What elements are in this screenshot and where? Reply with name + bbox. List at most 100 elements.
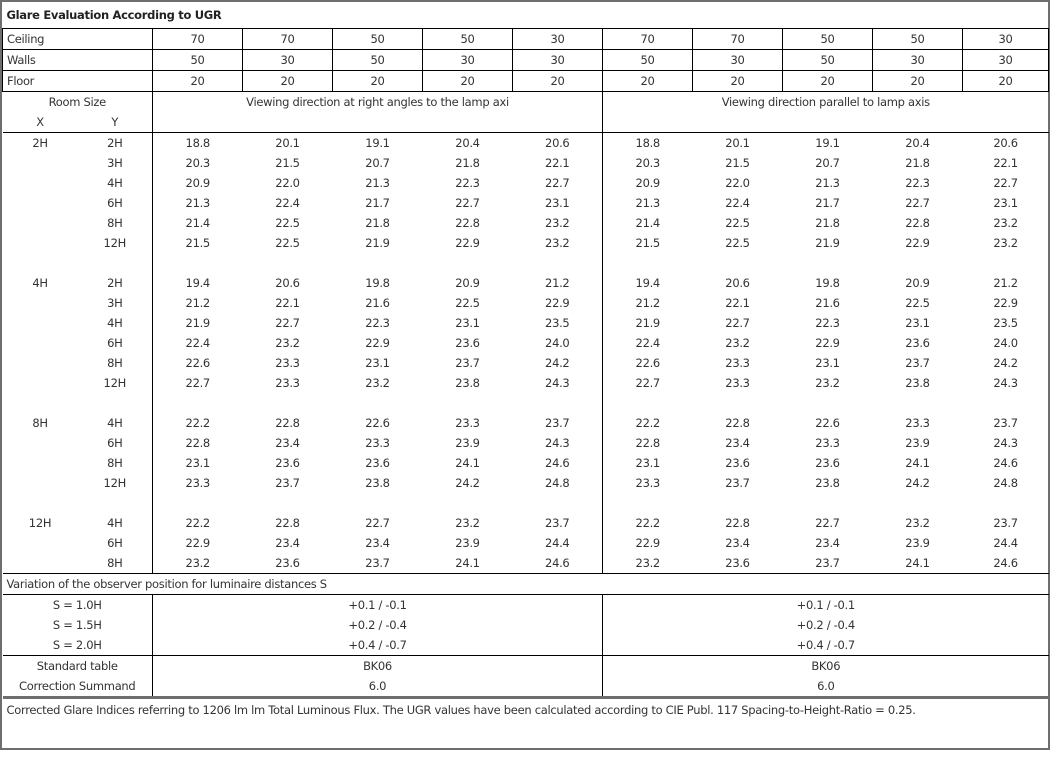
ugr-value: 20.9 xyxy=(603,173,693,193)
ugr-value: 23.8 xyxy=(423,373,513,393)
ugr-value: 22.0 xyxy=(693,173,783,193)
ugr-value: 22.2 xyxy=(603,413,693,433)
reflectance-value: 50 xyxy=(423,29,513,50)
variation-spacing: S = 1.5H xyxy=(3,615,153,635)
ugr-value: 23.1 xyxy=(783,353,873,373)
ugr-value: 22.9 xyxy=(603,533,693,553)
room-y: 4H xyxy=(78,173,153,193)
spacer xyxy=(603,253,1049,273)
reflectance-value: 50 xyxy=(333,50,423,71)
ugr-value: 23.9 xyxy=(873,433,963,453)
room-y: 6H xyxy=(78,433,153,453)
ugr-value: 23.8 xyxy=(783,473,873,493)
x-label: X xyxy=(3,112,78,133)
ugr-value: 24.6 xyxy=(513,553,603,574)
variation-label: Variation of the observer position for l… xyxy=(3,574,1049,595)
ugr-value: 23.2 xyxy=(513,213,603,233)
ugr-value: 23.2 xyxy=(513,233,603,253)
ugr-value: 20.4 xyxy=(873,133,963,154)
reflectance-value: 70 xyxy=(243,29,333,50)
ugr-value: 22.8 xyxy=(423,213,513,233)
ugr-value: 22.3 xyxy=(423,173,513,193)
ugr-value: 23.9 xyxy=(423,433,513,453)
ugr-value: 23.7 xyxy=(693,473,783,493)
ugr-value: 23.1 xyxy=(963,193,1049,213)
reflectance-value: 20 xyxy=(873,71,963,92)
reflectance-value: 70 xyxy=(153,29,243,50)
room-y: 4H xyxy=(78,413,153,433)
ugr-value: 24.6 xyxy=(963,453,1049,473)
ugr-value: 23.2 xyxy=(423,513,513,533)
room-y: 4H xyxy=(78,313,153,333)
ugr-value: 24.4 xyxy=(963,533,1049,553)
standard-parallel: 6.0 xyxy=(603,676,1049,698)
ugr-value: 24.2 xyxy=(513,353,603,373)
reflectance-value: 70 xyxy=(603,29,693,50)
ugr-value: 20.6 xyxy=(693,273,783,293)
ugr-value: 20.6 xyxy=(513,133,603,154)
ugr-value: 23.3 xyxy=(873,413,963,433)
ugr-value: 23.1 xyxy=(513,193,603,213)
ugr-value: 23.4 xyxy=(333,533,423,553)
room-y: 2H xyxy=(78,133,153,154)
ugr-value: 21.3 xyxy=(783,173,873,193)
ugr-value: 22.8 xyxy=(603,433,693,453)
ugr-value: 19.1 xyxy=(333,133,423,154)
ugr-value: 23.2 xyxy=(963,233,1049,253)
spacer xyxy=(78,493,153,513)
standard-right-angles: 6.0 xyxy=(153,676,603,698)
ugr-value: 23.2 xyxy=(603,553,693,574)
ugr-value: 24.2 xyxy=(423,473,513,493)
ugr-value: 23.5 xyxy=(963,313,1049,333)
direction-parallel-header: Viewing direction parallel to lamp axis xyxy=(603,92,1049,133)
ugr-value: 22.7 xyxy=(873,193,963,213)
ugr-value: 22.4 xyxy=(243,193,333,213)
reflectance-value: 30 xyxy=(963,29,1049,50)
room-x xyxy=(3,313,78,333)
reflectance-label: Ceiling xyxy=(3,29,153,50)
room-x xyxy=(3,433,78,453)
reflectance-value: 30 xyxy=(963,50,1049,71)
ugr-value: 20.3 xyxy=(153,153,243,173)
ugr-value: 22.1 xyxy=(693,293,783,313)
variation-right-angles: +0.1 / -0.1 xyxy=(153,595,603,616)
ugr-value: 22.8 xyxy=(243,513,333,533)
spacer-row xyxy=(3,393,1049,413)
room-x: 4H xyxy=(3,273,78,293)
room-y: 8H xyxy=(78,453,153,473)
ugr-value: 23.3 xyxy=(693,353,783,373)
room-y: 3H xyxy=(78,153,153,173)
ugr-value: 21.2 xyxy=(153,293,243,313)
ugr-value: 24.1 xyxy=(423,453,513,473)
ugr-value: 22.7 xyxy=(423,193,513,213)
room-y: 12H xyxy=(78,373,153,393)
variation-row: S = 1.0H+0.1 / -0.1+0.1 / -0.1 xyxy=(3,595,1049,616)
room-x xyxy=(3,153,78,173)
spacer-row xyxy=(3,493,1049,513)
reflectance-label: Floor xyxy=(3,71,153,92)
standard-label: Correction Summand xyxy=(3,676,153,698)
spacer xyxy=(78,253,153,273)
room-x xyxy=(3,213,78,233)
ugr-value: 22.4 xyxy=(153,333,243,353)
ugr-value: 22.3 xyxy=(873,173,963,193)
ugr-value: 24.3 xyxy=(513,433,603,453)
ugr-value: 21.2 xyxy=(513,273,603,293)
ugr-value: 23.2 xyxy=(693,333,783,353)
ugr-value: 23.6 xyxy=(243,453,333,473)
ugr-value: 21.5 xyxy=(693,153,783,173)
ugr-value: 23.9 xyxy=(423,533,513,553)
room-x: 12H xyxy=(3,513,78,533)
room-y: 2H xyxy=(78,273,153,293)
